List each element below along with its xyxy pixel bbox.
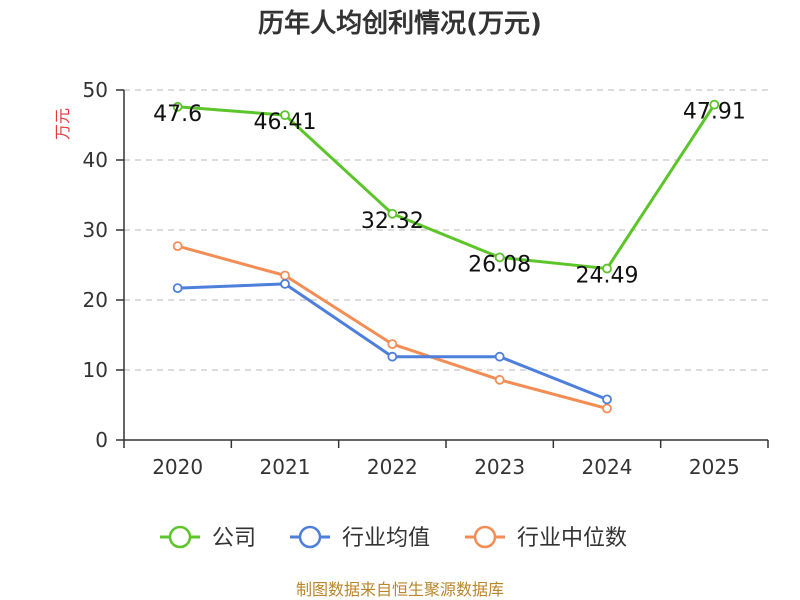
legend-label-1: 行业均值	[342, 526, 430, 551]
point-0-2025	[709, 99, 720, 110]
legend-item-1: 行业均值	[290, 525, 430, 551]
x-tick-label-2021: 2021	[260, 455, 311, 479]
legend-label-0: 公司	[212, 526, 256, 551]
series-line-2	[177, 244, 608, 410]
y-tick-label-30: 30	[83, 218, 108, 242]
y-tick-label-40: 40	[83, 148, 108, 172]
data-label-2025: 47.91	[683, 100, 746, 125]
point-2-2024	[602, 403, 612, 414]
point-2-2022	[387, 339, 398, 350]
x-tick-label-2023: 2023	[474, 455, 525, 479]
data-label-2020: 47.6	[153, 102, 202, 127]
legend-label-2: 行业中位数	[517, 526, 627, 551]
x-tick-label-2022: 2022	[367, 455, 418, 479]
point-0-2021	[280, 110, 290, 121]
data-label-2022: 32.32	[361, 209, 424, 234]
x-tick-label-2020: 2020	[152, 455, 203, 479]
point-0-2023	[494, 252, 505, 263]
series-1	[172, 278, 612, 405]
point-0-2020	[172, 101, 183, 112]
point-0-2024	[602, 263, 612, 274]
axes: 0 10 20 30 40 50 2020 2021 2022 2023 2024 2025	[83, 78, 769, 479]
y-tick-label-50: 50	[83, 78, 108, 102]
point-2-2023	[494, 374, 505, 385]
chart-title: 历年人均创利情况(万元)	[258, 8, 542, 39]
series-0	[172, 99, 720, 274]
y-tick-label-0: 0	[95, 428, 108, 452]
point-2-2021	[280, 270, 290, 281]
series-line-0	[177, 103, 716, 271]
data-label-2024: 24.49	[576, 264, 639, 289]
source-note: 制图数据来自恒生聚源数据库	[296, 580, 504, 599]
y-axis-label: 万元	[53, 108, 72, 140]
x-tick-label-2024: 2024	[582, 455, 633, 479]
legend-item-0: 公司	[160, 525, 256, 551]
legend-item-2: 行业中位数	[465, 525, 627, 551]
data-labels: 47.6 46.41 32.32 26.08 24.49 47.91	[153, 100, 746, 289]
legend-marker-0	[168, 525, 192, 549]
point-1-2024	[602, 394, 612, 405]
data-label-2023: 26.08	[468, 252, 531, 277]
series-layer	[172, 99, 720, 414]
legend-marker-2	[473, 525, 497, 549]
x-tick-label-2025: 2025	[689, 455, 740, 479]
y-tick-label-10: 10	[83, 358, 108, 382]
point-1-2021	[280, 278, 290, 289]
data-label-2021: 46.41	[254, 110, 317, 135]
point-1-2023	[494, 351, 505, 362]
legend-marker-1	[298, 525, 322, 549]
point-2-2020	[172, 241, 183, 252]
y-tick-label-20: 20	[83, 288, 108, 312]
point-0-2022	[387, 208, 398, 219]
point-1-2022	[387, 351, 398, 362]
grid-lines	[124, 89, 768, 371]
series-2	[172, 241, 612, 414]
point-1-2020	[172, 283, 183, 294]
legend: 公司 行业均值 行业中位数	[160, 525, 627, 551]
